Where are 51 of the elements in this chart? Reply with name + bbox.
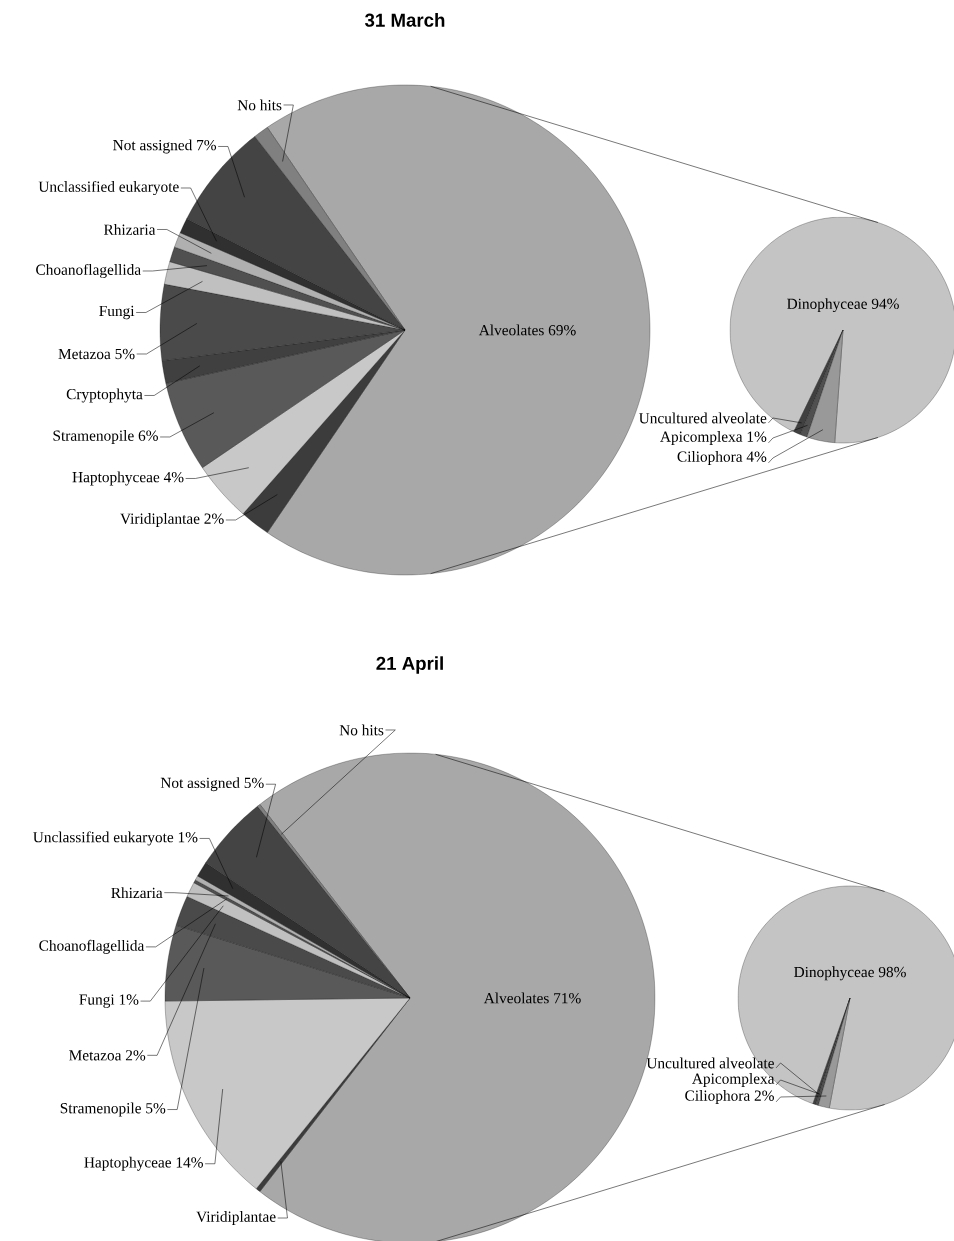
- slice-label: Unclassified eukaryote: [33, 831, 174, 846]
- slice-label: Fungi: [99, 305, 135, 320]
- data-label: 94%: [871, 298, 899, 309]
- slice-label: Viridiplantae: [196, 1211, 276, 1225]
- slice-label: Alveolates: [478, 324, 544, 336]
- slice-label: Dinophyceae: [787, 298, 867, 313]
- slice-label: Cryptophyta: [66, 388, 143, 403]
- slice-label: Choanoflagellida: [39, 939, 145, 954]
- slice-label: Not assigned: [113, 139, 193, 154]
- data-label: 14%: [176, 1157, 203, 1168]
- slice-label: Ciliophora: [677, 451, 743, 465]
- slice-label: Haptophyceae: [84, 1156, 172, 1171]
- slice-label: No hits: [339, 724, 384, 736]
- slice-label: Uncultured alveolate: [646, 1057, 774, 1069]
- slice-label: Fungi: [79, 994, 115, 1008]
- data-label: 6%: [138, 430, 158, 441]
- data-label: 4%: [746, 451, 767, 462]
- slice-label: Rhizaria: [111, 887, 163, 899]
- slice-label: Metazoa: [58, 348, 111, 360]
- slice-label: Unclassified eukaryote: [38, 180, 179, 196]
- data-label: 5%: [146, 1103, 166, 1114]
- slice-label: Not assigned: [160, 777, 240, 792]
- data-label: 71%: [554, 993, 581, 1004]
- chart-title: 21 April: [376, 656, 443, 674]
- data-label: 4%: [163, 471, 184, 483]
- data-label: 1%: [747, 431, 767, 442]
- slice-label: Stramenopile: [60, 1102, 141, 1117]
- data-label: 2%: [125, 1050, 146, 1061]
- slice-label: Dinophyceae: [794, 966, 874, 981]
- slice-label: Apicomplexa: [692, 1073, 775, 1087]
- data-label: 7%: [197, 139, 217, 151]
- data-label: 69%: [548, 325, 576, 336]
- data-label: 1%: [119, 994, 139, 1005]
- slice-label: Ciliophora: [685, 1090, 750, 1104]
- slice-label: Choanoflagellida: [36, 263, 141, 279]
- data-label: 2%: [754, 1090, 774, 1101]
- slice-label: Viridiplantae: [120, 513, 200, 527]
- slice-label: Stramenopile: [53, 430, 134, 444]
- slice-label: Alveolates: [483, 992, 549, 1004]
- data-label: 5%: [115, 348, 135, 360]
- slice-label: Uncultured alveolate: [638, 412, 767, 424]
- slice-label: Apicomplexa: [660, 431, 743, 445]
- data-label: 1%: [178, 832, 198, 843]
- slice-label: Rhizaria: [103, 224, 156, 235]
- data-label: 98%: [878, 966, 906, 978]
- slice-label: Metazoa: [69, 1050, 122, 1061]
- slice-label: Haptophyceae: [72, 471, 160, 486]
- data-label: 5%: [244, 777, 264, 789]
- data-label: 2%: [204, 513, 224, 524]
- slice-label: No hits: [237, 99, 282, 111]
- chart-title: 31 March: [364, 13, 445, 27]
